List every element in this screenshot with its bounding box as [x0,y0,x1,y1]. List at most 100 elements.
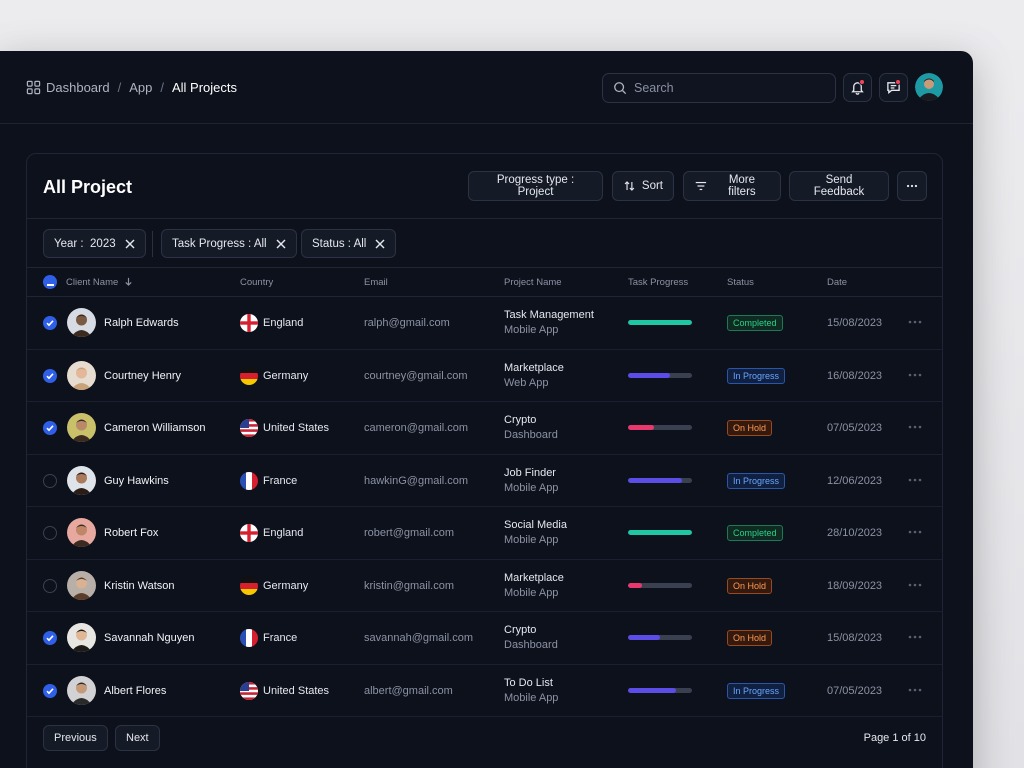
project-type: Mobile App [504,691,559,704]
date: 16/08/2023 [827,369,883,382]
previous-button[interactable]: Previous [43,725,108,751]
select-all-checkbox[interactable] [43,275,57,289]
filter-chip-task-progress[interactable]: Task Progress : All [161,229,297,258]
row-checkbox[interactable] [43,631,57,645]
filter-status-value: All [353,237,367,250]
row-actions-button[interactable] [907,630,923,647]
row-actions-button[interactable] [907,368,923,385]
progress-bar [628,635,692,640]
progress-type-button[interactable]: Progress type : Project [468,171,603,201]
avatar [67,308,96,337]
row-checkbox[interactable] [43,578,57,593]
check-icon [46,635,54,642]
page-info: Page 1 of 10 [863,732,926,744]
sort-button[interactable]: Sort [612,171,674,201]
client-name: Guy Hawkins [104,474,169,487]
close-icon[interactable] [375,239,385,249]
status-badge: Completed [727,315,783,331]
table-row[interactable]: Ralph Edwards England ralph@gmail.com Task … [27,297,942,350]
table-row[interactable]: Cameron Williamson United States cameron@g… [27,402,942,455]
progress-bar [628,425,692,430]
projects-card: All Project Progress type : Project Sort… [26,153,943,768]
more-icon [908,425,922,429]
flag-usa-icon [240,681,258,700]
project-name: Job Finder [504,466,556,479]
more-filters-button[interactable]: More filters [683,171,781,201]
user-avatar[interactable] [915,73,943,101]
project-name: Marketplace [504,361,564,374]
row-checkbox[interactable] [43,473,57,488]
status-badge: On Hold [727,420,773,436]
country: France [263,632,298,644]
top-bar: Dashboard / App / All Projects [0,51,973,124]
search-box[interactable] [602,73,836,103]
row-checkbox[interactable] [43,316,57,330]
client-name: Ralph Edwards [104,317,179,329]
project-type: Mobile App [504,534,559,546]
row-checkbox[interactable] [43,526,57,540]
search-input[interactable] [634,81,814,95]
flag-france-icon [240,471,258,490]
progress-fill [628,320,692,325]
sort-icon [624,181,635,191]
progress-type-label: Progress type : Project [496,174,575,198]
row-actions-button[interactable] [907,473,923,490]
row-actions-button[interactable] [907,683,923,700]
filter-chip-year[interactable]: Year : 2023 [43,229,146,258]
breadcrumb-app[interactable]: App [129,80,153,95]
date: 12/06/2023 [827,474,883,487]
row-checkbox[interactable] [43,683,57,698]
row-actions-button[interactable] [907,578,923,595]
progress-bar [628,687,692,693]
filter-chip-status[interactable]: Status : All [301,229,397,258]
more-icon [908,635,922,639]
row-checkbox[interactable] [43,421,57,435]
client-name: Kristin Watson [104,579,175,592]
email: kristin@gmail.com [364,579,455,592]
next-button[interactable]: Next [115,725,160,751]
more-options-button[interactable] [897,171,927,201]
column-client-name[interactable]: Client Name [66,277,133,288]
progress-bar [628,372,692,378]
table-row[interactable]: Robert Fox England robert@gmail.com Social … [27,507,942,560]
column-status: Status [727,277,754,288]
column-date: Date [827,277,848,288]
avatar [67,465,96,495]
filter-bar: Year : 2023 Task Progress : All Status :… [27,219,942,268]
breadcrumb-dashboard[interactable]: Dashboard [46,80,110,95]
close-icon[interactable] [125,239,135,249]
sort-label: Sort [641,180,663,192]
status-badge: On Hold [727,577,773,594]
row-actions-button[interactable] [907,315,923,332]
email: courtney@gmail.com [364,369,468,382]
table-row[interactable]: Savannah Nguyen France savannah@gmail.com C… [27,612,942,665]
progress-fill [628,477,683,483]
column-task-progress: Task Progress [628,277,689,288]
row-checkbox[interactable] [43,368,57,383]
check-icon [46,687,54,694]
avatar [67,675,96,705]
table-row[interactable]: Albert Flores United States albert@gmail.c… [27,665,942,717]
project-type: Web App [504,376,549,389]
row-actions-button[interactable] [907,525,923,542]
table-row[interactable]: Guy Hawkins France hawkinG@gmail.com Job Fi… [27,455,942,507]
table-row[interactable]: Kristin Watson Germany kristin@gmail.com Ma… [27,560,942,612]
progress-bar [628,320,692,325]
card-header: All Project Progress type : Project Sort… [27,154,942,219]
more-icon [908,373,922,376]
table-body: Ralph Edwards England ralph@gmail.com Task … [27,297,942,717]
notifications-button[interactable] [843,73,872,102]
row-actions-button[interactable] [907,420,923,437]
check-icon [46,372,54,379]
close-icon[interactable] [276,239,286,249]
date: 15/08/2023 [827,317,883,329]
progress-fill [628,687,676,693]
filter-year-text: Year : 2023 [54,238,116,250]
grid-icon [26,80,41,95]
search-icon [614,82,627,95]
table-row[interactable]: Courtney Henry Germany courtney@gmail.com M… [27,350,942,402]
more-icon [908,688,922,691]
send-feedback-button[interactable]: Send Feedback [789,171,889,201]
progress-fill [628,425,654,430]
messages-button[interactable] [879,73,908,102]
